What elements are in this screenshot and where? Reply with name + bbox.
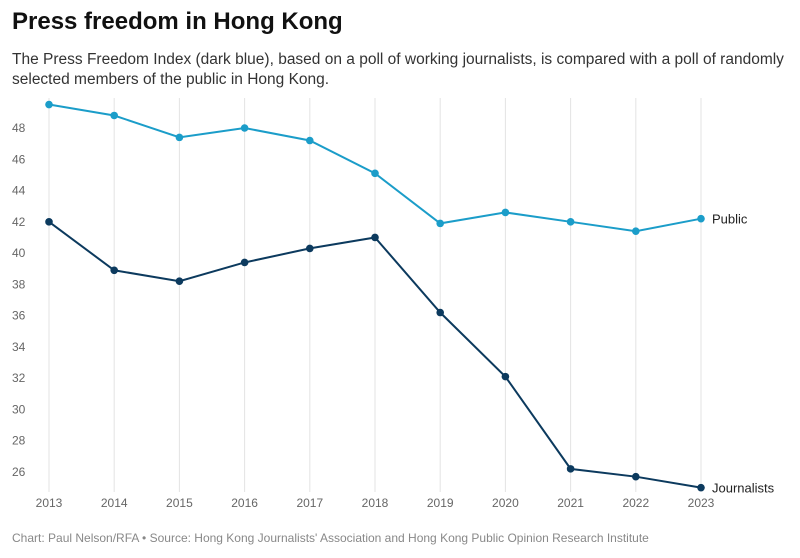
- data-point-public: [371, 169, 379, 178]
- x-tick-label: 2022: [622, 496, 649, 510]
- line-chart: 2013 2014 2015 2016 2017 2018 2019 2020 2021 2022…: [12, 98, 775, 510]
- data-point-journalists: [110, 266, 118, 275]
- data-point-journalists: [501, 372, 510, 381]
- x-tick-label: 2015: [166, 496, 193, 510]
- y-tick-label: 42: [12, 215, 26, 229]
- x-tick-label: 2013: [36, 496, 63, 510]
- data-point-journalists: [697, 483, 705, 492]
- data-point-journalists: [45, 218, 53, 226]
- chart-footer: Chart: Paul Nelson/RFA • Source: Hong Ko…: [12, 531, 649, 545]
- y-tick-label: 34: [12, 340, 26, 354]
- y-tick-label: 26: [12, 465, 26, 479]
- data-point-public: [45, 100, 53, 109]
- chart-title: Press freedom in Hong Kong: [12, 8, 343, 35]
- y-tick-label: 28: [12, 434, 26, 448]
- x-tick-label: 2018: [362, 496, 389, 510]
- y-tick-label: 48: [12, 121, 26, 135]
- data-point-public: [436, 219, 445, 228]
- x-tick-label: 2019: [427, 496, 454, 510]
- data-point-public: [306, 136, 314, 145]
- x-tick-label: 2023: [688, 496, 715, 510]
- y-tick-label: 38: [12, 277, 26, 291]
- data-point-public: [566, 218, 575, 226]
- data-point-public: [175, 133, 184, 142]
- data-point-journalists: [632, 472, 640, 481]
- data-point-journalists: [371, 233, 379, 242]
- data-point-journalists: [306, 244, 314, 253]
- series-label: Journalists: [712, 481, 775, 496]
- data-point-journalists: [240, 258, 249, 267]
- x-tick-label: 2021: [557, 496, 584, 510]
- y-tick-label: 40: [12, 246, 26, 260]
- series-label: Public: [712, 212, 748, 227]
- x-tick-label: 2017: [296, 496, 323, 510]
- data-point-journalists: [566, 465, 575, 473]
- data-point-public: [110, 111, 118, 120]
- data-point-public: [501, 208, 510, 217]
- data-point-public: [240, 124, 249, 132]
- y-tick-label: 36: [12, 309, 26, 323]
- data-point-journalists: [436, 308, 445, 317]
- chart-subtitle: The Press Freedom Index (dark blue), bas…: [12, 51, 784, 88]
- data-point-public: [697, 214, 705, 223]
- y-tick-label: 30: [12, 402, 26, 416]
- x-tick-label: 2016: [231, 496, 258, 510]
- data-point-public: [632, 227, 640, 235]
- x-tick-label: 2014: [101, 496, 128, 510]
- y-tick-label: 46: [12, 152, 26, 166]
- x-tick-label: 2020: [492, 496, 519, 510]
- data-point-journalists: [175, 277, 184, 286]
- y-tick-label: 44: [12, 184, 26, 198]
- y-tick-label: 32: [12, 371, 26, 385]
